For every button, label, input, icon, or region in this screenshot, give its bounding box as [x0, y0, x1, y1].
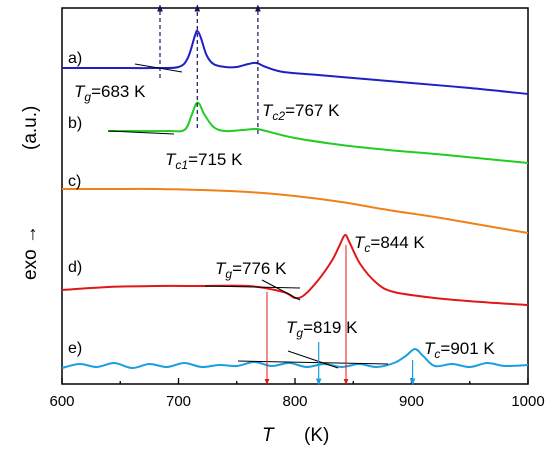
x-ticks: [61, 378, 529, 384]
transition-arrows-e: [315, 342, 416, 386]
x-tick-label: 800: [282, 393, 307, 410]
y-axis-label: exo →: [20, 225, 41, 280]
tangent-line: [261, 279, 301, 301]
x-tick-label: 1000: [511, 393, 544, 410]
x-axis-unit: (K): [304, 425, 329, 446]
annotation-tg-683: Tg=683 K: [74, 82, 146, 104]
annotation-tc-901: Tc=901 K: [424, 339, 495, 361]
x-axis-symbol: T: [262, 425, 275, 446]
annotation-tg-776: Tg=776 K: [215, 259, 287, 281]
annotation-tg-819: Tg=819 K: [286, 318, 358, 340]
curve-d: [61, 233, 529, 306]
tangent-line: [204, 285, 301, 289]
curve-c: [61, 187, 529, 234]
curve-label-d: d): [68, 259, 82, 276]
tangent-lines: [107, 63, 389, 369]
curve-b: [108, 101, 529, 164]
curve-label-c: c): [68, 173, 81, 190]
x-tick-label: 700: [166, 393, 191, 410]
x-tick-label: 900: [399, 393, 424, 410]
tangent-line: [134, 63, 183, 73]
x-tick-label: 600: [49, 393, 74, 410]
tangent-line: [287, 350, 339, 369]
curve-e: [61, 347, 529, 370]
curve-label-b: b): [68, 115, 82, 132]
y-axis-unit: (a.u.): [20, 106, 41, 150]
transition-arrows-ab: [157, 4, 261, 134]
transition-arrows-d: [264, 245, 349, 385]
curve-label-e: e): [68, 340, 82, 357]
annotation-tc2-767: Tc2=767 K: [262, 101, 340, 123]
annotation-tc1-715: Tc1=715 K: [165, 150, 243, 172]
tangent-line: [107, 130, 175, 135]
curve-a: [62, 29, 529, 95]
tangent-line: [237, 360, 389, 365]
curve-label-a: a): [68, 50, 82, 67]
annotation-tc-844: Tc=844 K: [354, 233, 425, 255]
